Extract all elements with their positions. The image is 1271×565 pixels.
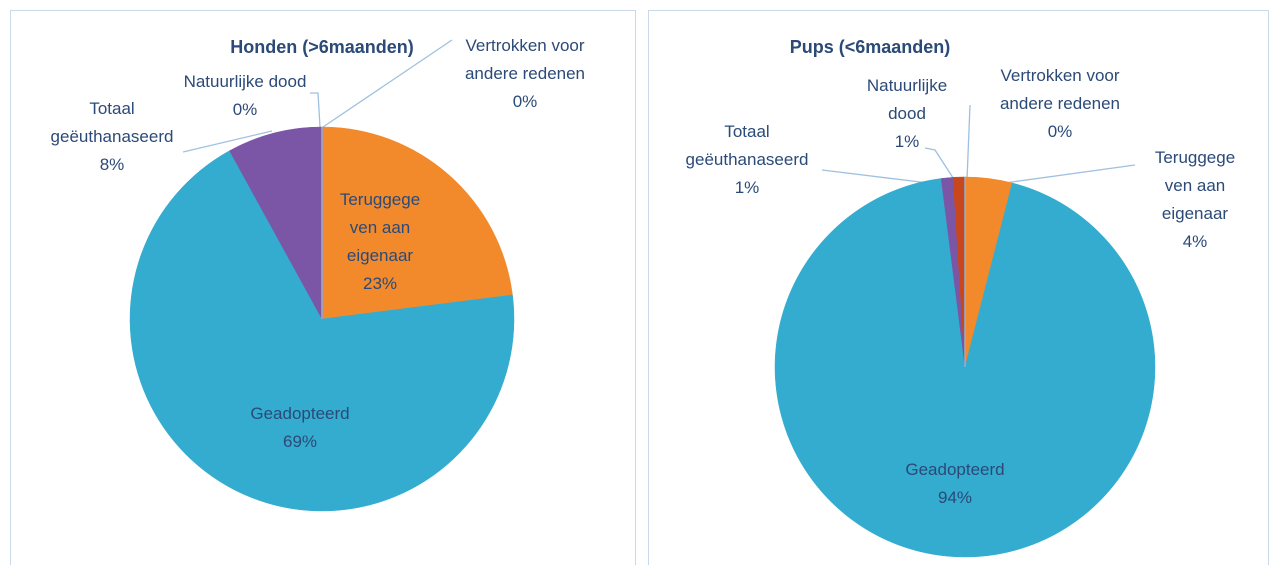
value-label: 0% bbox=[1047, 122, 1073, 141]
value-label: 0% bbox=[232, 100, 258, 119]
leader-line bbox=[966, 104, 971, 181]
data-label: Vertrokken voor andere redenen 0% bbox=[440, 32, 610, 116]
leader-line bbox=[989, 164, 1136, 186]
data-label: Teruggegeven aan eigenaar 23% bbox=[339, 186, 421, 298]
data-label: Totaal geëuthanaseerd 8% bbox=[37, 95, 187, 179]
value-label: 69% bbox=[282, 432, 318, 451]
pie-slice bbox=[774, 178, 1156, 558]
value-label: 8% bbox=[99, 155, 125, 174]
category-label: Natuurlijke dood bbox=[866, 76, 948, 123]
data-label: Teruggegeven aan eigenaar 4% bbox=[1154, 144, 1236, 256]
value-label: 94% bbox=[937, 488, 973, 507]
leader-lines bbox=[182, 39, 1136, 186]
data-label: Geadopteerd 69% bbox=[200, 400, 400, 456]
value-label: 4% bbox=[1182, 232, 1208, 251]
leader-line bbox=[322, 39, 453, 128]
category-label: Totaal geëuthanaseerd bbox=[50, 99, 174, 146]
category-label: Teruggegeven aan eigenaar bbox=[339, 190, 421, 265]
leader-line bbox=[182, 130, 273, 153]
data-label: Natuurlijke dood 1% bbox=[857, 72, 957, 156]
category-label: Vertrokken voor andere redenen bbox=[999, 66, 1121, 113]
data-label: Natuurlijke dood 0% bbox=[145, 68, 345, 124]
value-label: 1% bbox=[734, 178, 760, 197]
data-label: Vertrokken voor andere redenen 0% bbox=[975, 62, 1145, 146]
leader-line bbox=[310, 92, 321, 128]
category-label: Geadopteerd bbox=[905, 460, 1005, 479]
chart-title: Honden (>6maanden) bbox=[230, 37, 414, 57]
category-label: Geadopteerd bbox=[250, 404, 350, 423]
panel bbox=[648, 10, 1269, 565]
pie-slice bbox=[129, 150, 515, 512]
chart-title: Pups (<6maanden) bbox=[790, 37, 951, 57]
value-label: 0% bbox=[512, 92, 538, 111]
data-label: Geadopteerd 94% bbox=[855, 456, 1055, 512]
panel bbox=[10, 10, 636, 565]
value-label: 1% bbox=[894, 132, 920, 151]
leader-line bbox=[924, 147, 958, 185]
category-label: Totaal geëuthanaseerd bbox=[685, 122, 809, 169]
value-label: 23% bbox=[362, 274, 398, 293]
pie-slice bbox=[321, 126, 513, 320]
category-label: Vertrokken voor andere redenen bbox=[464, 36, 586, 83]
pie-slice bbox=[229, 126, 323, 320]
category-label: Natuurlijke dood bbox=[183, 72, 307, 91]
category-label: Teruggegeven aan eigenaar bbox=[1154, 148, 1236, 223]
data-label: Totaal geëuthanaseerd 1% bbox=[672, 118, 822, 202]
